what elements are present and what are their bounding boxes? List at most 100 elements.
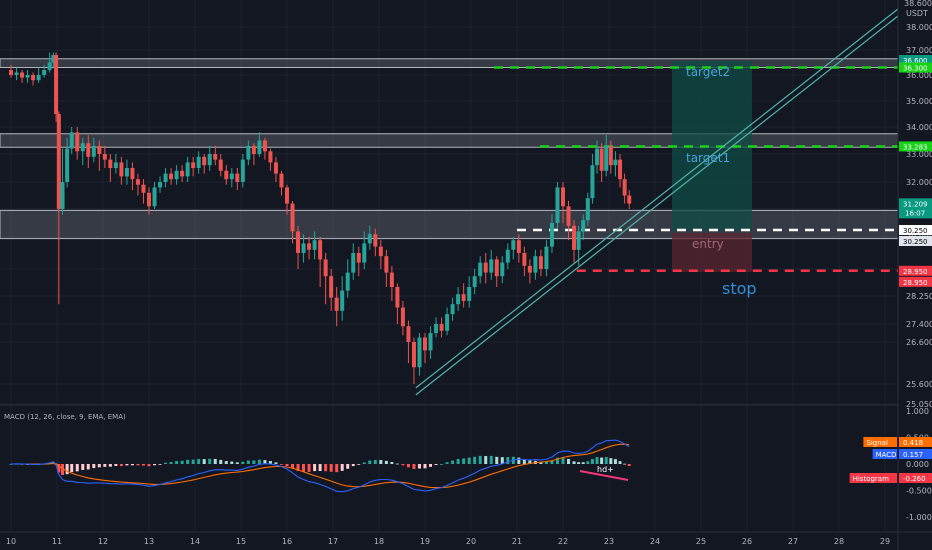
time-tick-label: 20 (466, 537, 476, 546)
macd-legend-value: 0.157 (903, 451, 923, 459)
candle-body (604, 145, 609, 171)
time-tick-label: 24 (650, 537, 660, 546)
candle-body (86, 143, 91, 157)
candle-body (56, 114, 61, 209)
macd-hist-bar (313, 464, 317, 472)
macd-hist-bar (561, 457, 565, 464)
macd-hist-bar (429, 464, 433, 467)
macd-hist-bar (302, 464, 306, 472)
time-tick-label: 27 (788, 537, 798, 546)
macd-hist-bar (202, 459, 206, 464)
macd-hist-bar (500, 457, 504, 464)
candle-body (566, 206, 571, 226)
candle-body (345, 272, 350, 291)
macd-hist-bar (263, 460, 267, 464)
time-tick-label: 29 (880, 537, 890, 546)
price-tick-label: 26.600 (906, 338, 932, 347)
candle-body (329, 276, 334, 298)
macd-hist-bar (318, 464, 322, 472)
macd-hist-bar (147, 464, 151, 467)
candle-body (251, 145, 256, 154)
price-tag-label: 33.283 (903, 143, 928, 151)
macd-hist-bar (462, 458, 466, 464)
divergence-line (579, 470, 629, 481)
trendline-upper[interactable] (415, 8, 899, 389)
time-tick-label: 18 (374, 537, 384, 546)
macd-hist-bar (506, 457, 510, 464)
candle-body (108, 159, 113, 168)
candle-body (445, 314, 450, 331)
candle-body (180, 170, 185, 177)
macd-hist-bar (440, 463, 444, 465)
time-tick-label: 26 (742, 537, 752, 546)
price-tick-label: 25.600 (906, 380, 932, 389)
candle-body (65, 148, 70, 182)
candle-body (472, 276, 477, 287)
candle-body (340, 290, 345, 311)
price-tag (899, 141, 932, 152)
candle-body (290, 203, 295, 232)
candle-body (91, 145, 96, 157)
macd-hist-bar (434, 464, 438, 465)
candle-body (296, 231, 301, 253)
macd-hist-bar (362, 462, 366, 464)
candle-body (42, 70, 47, 75)
entry-label: entry (692, 237, 724, 251)
macd-legend-value: 0.418 (903, 439, 923, 447)
candle-body (511, 240, 516, 250)
macd-legend-value-tag (899, 473, 932, 483)
price-tag (899, 225, 932, 235)
time-tick-label: 12 (98, 537, 108, 546)
macd-hist-bar (473, 456, 477, 464)
macd-hist-bar (412, 464, 416, 470)
macd-hist-bar (384, 460, 388, 464)
macd-legend-value-tag (899, 437, 932, 447)
sr-zone (0, 133, 899, 148)
macd-hist-bar (595, 457, 599, 464)
macd-hist-bar (613, 459, 617, 464)
candle-body (362, 243, 367, 263)
macd-hist-bar (230, 461, 234, 464)
price-tick-label: 37.000 (906, 46, 932, 55)
price-tick-label: 25.050 (906, 400, 932, 409)
price-levels (494, 66, 898, 273)
macd-hist-bar (373, 459, 377, 464)
candle-body (9, 70, 13, 75)
candle-body (622, 179, 627, 196)
candle-body (158, 182, 163, 188)
sr-zone (0, 209, 899, 240)
candle-body (450, 304, 455, 315)
macd-hist-bar (235, 462, 239, 464)
macd-hist-bar (550, 460, 554, 464)
candle-body (378, 246, 383, 257)
macd-hist-bar (489, 455, 493, 464)
candle-body (47, 62, 52, 70)
candle-body (439, 324, 444, 331)
candle-body (406, 326, 411, 342)
macd-hist-bar (379, 460, 383, 464)
macd-hist-bar (169, 462, 173, 464)
macd-title[interactable]: MACD (12, 26, close, 9, EMA, EMA) (4, 413, 126, 421)
candle-body (608, 145, 613, 166)
macd-hist-bar (208, 458, 212, 464)
time-tick-label: 14 (190, 537, 200, 546)
macd-hist-bar (307, 464, 311, 472)
time-axis[interactable]: 10 11 12 13 14 15 16 17 18 19 20 21 22 23 24 25 26 27 28 29 (6, 537, 890, 546)
candle-body (163, 173, 168, 182)
trendline-lower[interactable] (415, 15, 899, 396)
candle-body (246, 145, 251, 160)
macd-hist-bar (528, 460, 532, 464)
candle-body (585, 198, 590, 221)
price-tag-label: 31.209 (903, 200, 928, 208)
time-tick-label: 10 (6, 537, 16, 546)
trendline-channel[interactable] (415, 8, 899, 396)
candle-body (229, 173, 234, 180)
time-tick-label: 15 (236, 537, 246, 546)
macd-hist-bar (246, 460, 250, 464)
macd-hist-bar (390, 462, 394, 464)
stop-label: stop (722, 279, 757, 298)
price-tag-label: 36.300 (903, 65, 928, 73)
price-tag-label: 28.950 (903, 279, 928, 287)
time-tick-label: 22 (558, 537, 568, 546)
